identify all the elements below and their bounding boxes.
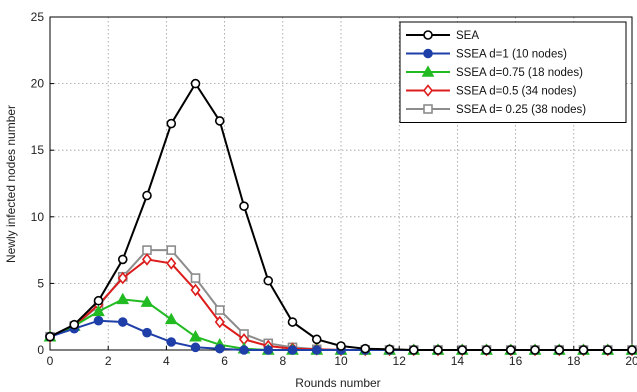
data-point (93, 315, 104, 326)
legend-label: SSEA d=0.75 (18 nodes) (456, 67, 583, 79)
legend-marker (421, 65, 435, 77)
data-point (93, 295, 104, 306)
data-point (69, 319, 80, 330)
data-point (214, 315, 225, 329)
legend-item: SSEA d=0.5 (34 nodes) (406, 84, 577, 98)
data-point (311, 345, 322, 355)
x-tick-label: 4 (163, 354, 170, 368)
data-point (117, 271, 128, 285)
series-0 (45, 78, 637, 355)
y-tick-label: 10 (31, 210, 45, 224)
data-point (190, 78, 201, 89)
data-point (189, 330, 202, 342)
data-point (190, 273, 201, 283)
data-point (166, 257, 177, 270)
data-point (166, 245, 177, 255)
y-tick-label: 20 (31, 77, 45, 91)
data-point (239, 345, 249, 355)
data-point (239, 201, 249, 211)
legend-item: SSEA d= 0.25 (38 nodes) (406, 104, 586, 116)
data-point (433, 345, 443, 355)
y-axis-ticks: 0 5 10 15 20 25 (31, 10, 54, 357)
legend-item: SEA (406, 30, 479, 42)
data-point (166, 337, 177, 347)
data-point (92, 304, 105, 317)
data-point (117, 254, 128, 265)
x-tick-label: 8 (279, 354, 286, 368)
x-tick-label: 6 (221, 354, 228, 368)
x-tick-label: 20 (625, 354, 637, 368)
legend-item: SSEA d=0.75 (18 nodes) (406, 65, 583, 79)
data-point (311, 334, 322, 345)
data-point (190, 283, 201, 297)
y-tick-label: 15 (31, 143, 45, 157)
data-point (263, 275, 274, 286)
data-point (627, 345, 637, 355)
data-point (141, 253, 153, 266)
data-point (214, 343, 225, 354)
x-axis-label: Rounds number (295, 376, 380, 390)
data-point (530, 345, 540, 355)
legend-marker (423, 104, 433, 114)
legend-marker (423, 48, 433, 59)
data-point (142, 327, 152, 338)
legend-label: SSEA d= 0.25 (38 nodes) (456, 104, 586, 116)
data-point (554, 345, 565, 355)
data-point (214, 116, 225, 126)
data-point (116, 292, 130, 305)
data-point (578, 345, 589, 355)
data-point (287, 317, 298, 327)
y-tick-label: 0 (37, 343, 44, 357)
data-point (360, 343, 371, 354)
legend-marker (422, 84, 434, 97)
x-tick-label: 18 (567, 354, 581, 368)
data-point (214, 305, 225, 315)
data-point (457, 345, 468, 355)
data-point (408, 345, 419, 355)
data-point (142, 190, 152, 201)
data-point (142, 245, 152, 255)
data-point (117, 317, 128, 327)
series-layer (43, 78, 637, 357)
legend-label: SSEA d=1 (10 nodes) (456, 49, 567, 61)
x-tick-label: 16 (509, 354, 523, 368)
y-tick-label: 25 (31, 10, 45, 24)
data-point (190, 342, 201, 353)
data-point (287, 345, 298, 355)
x-tick-label: 0 (47, 354, 54, 368)
x-tick-label: 14 (451, 354, 465, 368)
legend-marker (423, 30, 433, 40)
data-point (140, 295, 154, 307)
data-point (45, 331, 55, 342)
legend: SEA SSEA d=1 (10 nodes) SSEA d=0.75 (18 no… (399, 21, 627, 123)
legend-label: SSEA d=0.5 (34 nodes) (456, 86, 577, 98)
legend-item: SSEA d=1 (10 nodes) (406, 49, 567, 61)
x-tick-label: 2 (105, 354, 112, 368)
y-axis-label: Newly infected nodes number (4, 105, 18, 263)
data-point (481, 345, 492, 355)
x-axis-ticks: 0 2 4 6 8 10 12 14 16 18 20 (47, 346, 637, 368)
y-tick-label: 5 (37, 276, 44, 290)
data-point (505, 345, 516, 355)
data-point (164, 312, 178, 325)
legend-label: SEA (456, 30, 479, 42)
data-point (263, 345, 274, 355)
x-tick-label: 12 (393, 354, 407, 368)
data-point (384, 344, 395, 355)
data-point (166, 118, 177, 129)
x-tick-label: 10 (334, 354, 348, 368)
data-point (336, 341, 346, 351)
data-point (602, 345, 613, 355)
